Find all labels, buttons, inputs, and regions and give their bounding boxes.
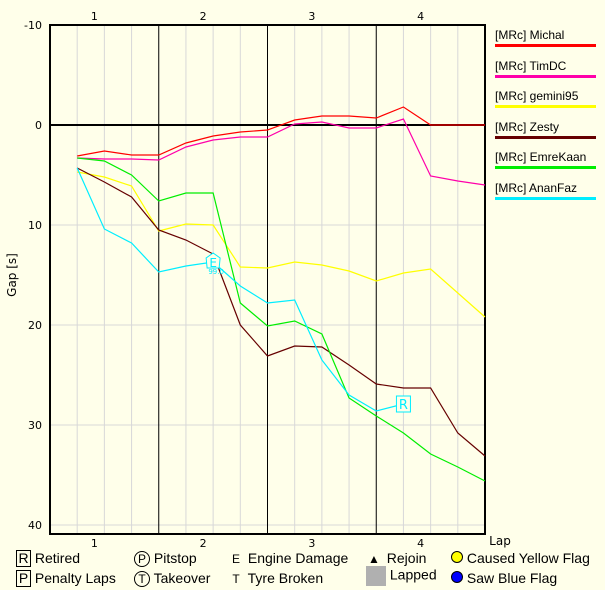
engine-damage-marker-label: E xyxy=(209,256,217,270)
key-lapped: Lapped xyxy=(366,566,437,586)
x-tick-label-top: 2 xyxy=(200,10,207,23)
key-yellow-flag: Caused Yellow Flag xyxy=(451,550,590,566)
x-tick-label-bottom: 2 xyxy=(200,537,207,550)
series-line xyxy=(77,171,486,318)
takeover-icon: T xyxy=(134,571,150,587)
series-line xyxy=(77,106,485,157)
legend-item: [MRc] gemini95 xyxy=(495,89,596,108)
series--mrc-gemini95 xyxy=(77,171,486,318)
key-label: Retired xyxy=(34,550,81,566)
key-label: Penalty Laps xyxy=(34,570,116,586)
legend-label: [MRc] EmreKaan xyxy=(495,150,587,164)
series--mrc-emrekaan xyxy=(77,157,486,482)
key-label: Rejoin xyxy=(386,550,427,566)
pitstop-icon: P xyxy=(134,551,150,567)
legend-label: [MRc] TimDC xyxy=(495,58,567,73)
key-label: Takeover xyxy=(153,570,211,586)
series--mrc-ananfaz xyxy=(76,167,404,412)
x-tick-label-top: 1 xyxy=(91,10,98,23)
key-takeover: T Takeover xyxy=(134,570,210,587)
plot-border xyxy=(49,24,486,535)
y-tick-label: 40 xyxy=(28,519,42,532)
key-label: Caused Yellow Flag xyxy=(466,550,590,566)
y-tick-label: 0 xyxy=(35,119,42,132)
engine-damage-icon: E xyxy=(231,552,240,566)
y-tick-label: -10 xyxy=(24,19,42,32)
key-penalty: P Penalty Laps xyxy=(16,570,116,587)
series--mrc-michal xyxy=(77,106,485,157)
legend-label: [MRc] Zesty xyxy=(495,119,560,134)
key-label: Saw Blue Flag xyxy=(466,570,558,586)
legend-label: [MRc] Michal xyxy=(495,28,565,42)
series--mrc-zesty xyxy=(76,167,486,457)
key-pitstop: P Pitstop xyxy=(134,550,197,567)
key-tyre: T Tyre Broken xyxy=(228,570,323,586)
legend-label: [MRc] AnanFaz xyxy=(495,180,578,195)
x-tick-label-bottom: 3 xyxy=(308,537,315,550)
legend-swatch xyxy=(495,166,596,169)
x-tick-label-top: 4 xyxy=(417,10,424,23)
x-axis-label: Lap xyxy=(489,534,511,548)
key-label: Pitstop xyxy=(153,550,197,566)
key-engine: E Engine Damage xyxy=(228,550,348,566)
legend-swatch xyxy=(495,44,596,47)
yellow-flag-dot-icon xyxy=(451,551,463,563)
key-rejoin: ▲ Rejoin xyxy=(368,550,426,566)
series-line xyxy=(76,167,486,457)
x-tick-label-top: 3 xyxy=(308,10,315,23)
legend-item: [MRc] AnanFaz xyxy=(495,181,596,200)
y-tick-label: 20 xyxy=(28,319,42,332)
series-line xyxy=(76,167,404,412)
key-label: Engine Damage xyxy=(247,550,349,566)
blue-flag-dot-icon xyxy=(451,571,463,583)
legend-swatch xyxy=(495,74,596,78)
retired-marker-label: R xyxy=(399,398,408,413)
key-retired: R Retired xyxy=(16,550,80,567)
tyre-broken-icon: T xyxy=(232,572,240,586)
legend-swatch xyxy=(495,135,596,139)
rejoin-triangle-icon: ▲ xyxy=(368,552,380,566)
legend-item: [MRc] EmreKaan xyxy=(495,150,596,169)
legend-label: [MRc] gemini95 xyxy=(495,89,579,103)
key-label: Tyre Broken xyxy=(247,570,324,586)
y-axis-label: Gap [s] xyxy=(5,253,19,297)
key-label: Lapped xyxy=(389,566,437,583)
legend-item: [MRc] Zesty xyxy=(495,120,596,139)
retired-icon: R xyxy=(16,550,31,567)
x-tick-label-bottom: 1 xyxy=(91,537,98,550)
legend-item: [MRc] TimDC xyxy=(495,59,596,78)
retired-marker-icon xyxy=(395,395,411,413)
x-tick-label-bottom: 4 xyxy=(417,537,424,550)
penalty-icon: P xyxy=(16,570,31,587)
annotation-value: 99.0 xyxy=(208,268,224,276)
legend-item: [MRc] Michal xyxy=(495,28,596,47)
legend-swatch xyxy=(495,105,596,108)
series-line xyxy=(77,157,486,482)
key-blue-flag: Saw Blue Flag xyxy=(451,570,557,586)
series--mrc-timdc xyxy=(77,118,486,186)
legend-swatch xyxy=(495,196,596,200)
y-tick-label: 30 xyxy=(28,419,42,432)
lapped-swatch-icon xyxy=(366,566,386,586)
series-line xyxy=(77,118,486,186)
engine-damage-marker-icon xyxy=(205,252,221,269)
y-tick-label: 10 xyxy=(28,219,42,232)
